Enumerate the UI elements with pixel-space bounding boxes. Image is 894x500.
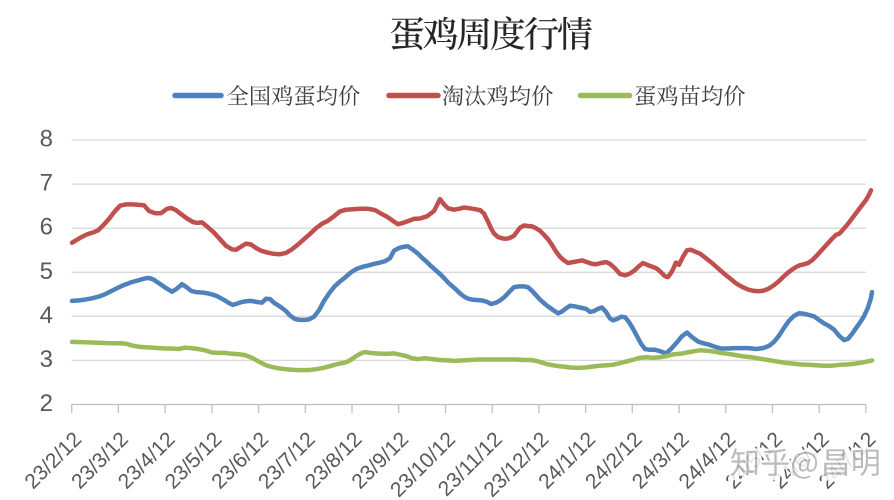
svg-text:7: 7: [40, 170, 53, 197]
svg-text:2: 2: [40, 390, 53, 417]
svg-text:6: 6: [40, 214, 53, 241]
svg-text:5: 5: [40, 258, 53, 285]
svg-text:3: 3: [40, 346, 53, 373]
svg-text:8: 8: [40, 126, 53, 153]
svg-text:4: 4: [40, 302, 53, 329]
